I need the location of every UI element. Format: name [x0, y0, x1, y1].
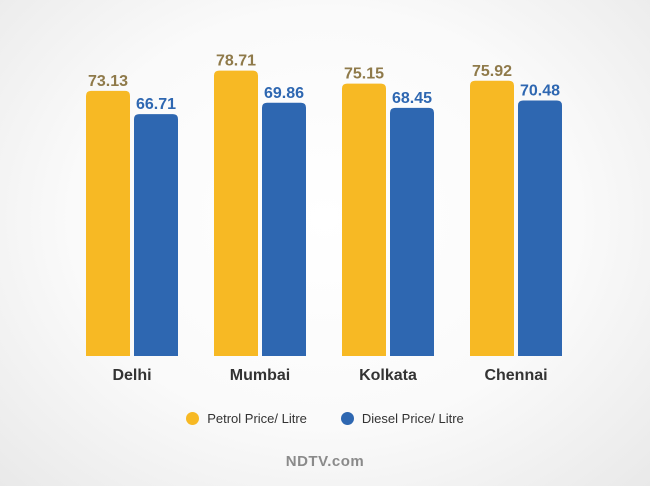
diesel-legend-label: Diesel Price/ Litre — [361, 411, 464, 426]
mumbai-petrol-bar — [214, 70, 258, 357]
chennai-petrol-bar — [470, 80, 514, 356]
delhi-petrol-bar — [86, 90, 130, 356]
legend: Petrol Price/ Litre Diesel Price/ Litre — [0, 411, 650, 426]
category-label-chennai: Chennai — [484, 367, 547, 384]
kolkata-diesel-value-label: 68.45 — [392, 90, 432, 107]
legend-item-petrol: Petrol Price/ Litre — [186, 411, 307, 426]
chennai-diesel-value-label: 70.48 — [520, 83, 560, 100]
ndtv-logo: NDTV.com — [285, 453, 365, 470]
kolkata-petrol-bar — [342, 83, 386, 357]
chennai-diesel-bar — [518, 100, 562, 356]
petrol-legend-marker — [186, 412, 200, 425]
mumbai-diesel-value-label: 69.86 — [264, 85, 304, 102]
category-label-mumbai: Mumbai — [230, 367, 290, 384]
delhi-petrol-value-label: 73.13 — [88, 73, 128, 90]
delhi-diesel-value-label: 66.71 — [136, 96, 176, 113]
kolkata-petrol-value-label: 75.15 — [344, 66, 384, 83]
diesel-legend-marker — [340, 412, 354, 425]
petrol-legend-label: Petrol Price/ Litre — [207, 411, 307, 426]
category-label-kolkata: Kolkata — [359, 367, 417, 384]
category-label-delhi: Delhi — [112, 367, 151, 384]
delhi-diesel-bar — [134, 114, 178, 357]
kolkata-diesel-bar — [390, 107, 434, 357]
mumbai-diesel-bar — [262, 102, 306, 356]
chennai-petrol-value-label: 75.92 — [472, 63, 512, 80]
mumbai-petrol-value-label: 78.71 — [216, 53, 256, 70]
legend-item-diesel: Diesel Price/ Litre — [340, 411, 464, 426]
